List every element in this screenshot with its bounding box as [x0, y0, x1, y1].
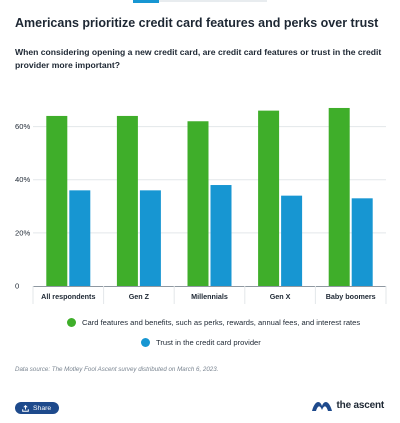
bar-trust [351, 198, 373, 286]
bar-trust [139, 190, 161, 286]
bar-features [116, 115, 138, 286]
the-ascent-logo-icon [311, 401, 332, 411]
x-tick-label: Millennials [191, 292, 228, 301]
legend-item-features: Card features and benefits, such as perk… [67, 318, 360, 327]
legend-swatch-trust [141, 338, 150, 347]
bar-features [328, 107, 350, 286]
share-label: Share [33, 404, 52, 412]
share-icon [22, 404, 29, 412]
bar-trust [69, 190, 91, 286]
legend-label-features: Card features and benefits, such as perk… [82, 318, 361, 327]
y-tick-label: 60% [15, 122, 30, 131]
legend-swatch-features [67, 318, 76, 327]
legend-item-trust: Trust in the credit card provider [141, 338, 261, 347]
bar-trust [281, 195, 303, 286]
y-tick-label: 20% [15, 228, 30, 237]
top-accent-bar [133, 0, 159, 3]
chart-subtitle: When considering opening a new credit ca… [15, 47, 382, 70]
chart-title: Americans prioritize credit card feature… [15, 16, 379, 30]
x-tick-label: All respondents [41, 292, 95, 301]
brand-mark: the ascent [311, 398, 384, 412]
top-divider [159, 0, 267, 2]
bar-features [187, 121, 209, 286]
x-tick-label: Gen X [270, 292, 291, 301]
y-tick-label: 0 [15, 282, 19, 291]
legend-label-trust: Trust in the credit card provider [156, 338, 261, 347]
brand-name: the ascent [336, 399, 385, 411]
data-source-note: Data source: The Motley Fool Ascent surv… [15, 366, 219, 373]
x-tick-label: Gen Z [129, 292, 150, 301]
x-tick-label: Baby boomers [326, 292, 376, 301]
share-button[interactable]: Share [15, 402, 60, 414]
bar-trust [210, 185, 232, 286]
y-tick-label: 40% [15, 175, 30, 184]
bar-features [258, 110, 280, 286]
bar-chart: 0 20% 40% 60% All respondents Gen Z Millennial… [15, 107, 387, 304]
bar-features [46, 115, 68, 286]
